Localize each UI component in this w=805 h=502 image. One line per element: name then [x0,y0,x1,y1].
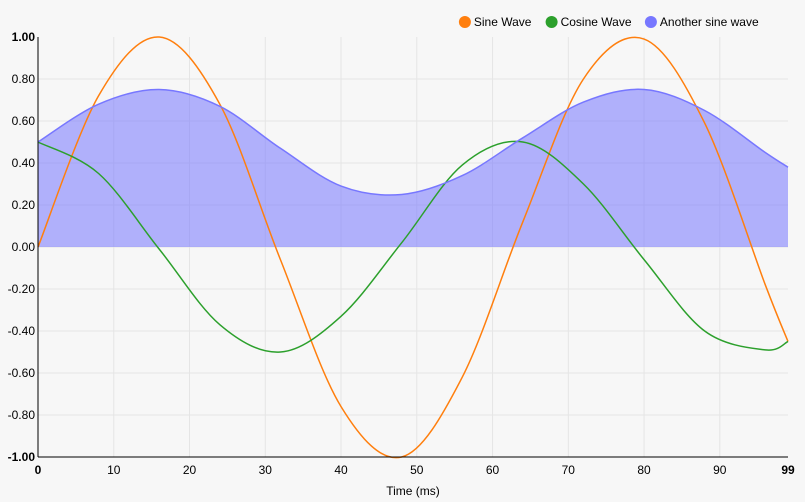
x-tick-label: 80 [637,463,651,477]
y-tick-label: 0.00 [12,240,36,254]
x-tick-label: 50 [410,463,424,477]
legend-item-another-sine-wave[interactable]: Another sine wave [644,15,759,29]
x-tick-label: 90 [713,463,727,477]
y-tick-label: 1.00 [12,30,36,44]
another-sine-wave-line [37,88,789,196]
y-tick-label: 0.80 [12,72,36,86]
x-tick-label: 60 [486,463,500,477]
y-tick-label: 0.60 [12,114,36,128]
x-tick-label: 20 [183,463,197,477]
y-tick-label: -0.20 [8,282,36,296]
sine-wave-line [37,36,789,459]
legend-item-cosine-wave[interactable]: Cosine Wave [545,15,632,29]
axes: 0 10 20 30 40 50 60 70 80 90 99 1.00 0.80 0.60 0.40 0.2… [8,30,795,477]
another-sine-wave-area [38,89,788,247]
y-tick-label: 0.40 [12,156,36,170]
x-axis-title: Time (ms) [386,484,440,498]
x-tick-label: 30 [259,463,273,477]
y-tick-label: -0.60 [8,366,36,380]
legend-swatch-cosine-wave [545,16,558,28]
legend-item-sine-wave[interactable]: Sine Wave [458,15,532,29]
x-tick-label: 10 [107,463,121,477]
legend-swatch-sine-wave [458,16,471,28]
y-tick-label: -0.80 [8,408,36,422]
x-tick-label: 70 [562,463,576,477]
legend-label-another-sine-wave: Another sine wave [660,15,759,29]
y-tick-label: -0.40 [8,324,36,338]
line-layer [37,36,789,459]
area-layer [38,89,788,247]
x-tick-label: 0 [35,463,42,477]
legend[interactable]: Sine Wave Cosine Wave Another sine wave [458,15,759,29]
legend-swatch-another-sine-wave [644,16,657,28]
x-tick-label: 40 [334,463,348,477]
legend-label-sine-wave: Sine Wave [474,15,532,29]
y-tick-label: 0.20 [12,198,36,212]
legend-label-cosine-wave: Cosine Wave [561,15,632,29]
cosine-wave-line [37,140,789,353]
y-tick-label: -1.00 [8,450,36,464]
x-tick-label: 99 [781,463,795,477]
